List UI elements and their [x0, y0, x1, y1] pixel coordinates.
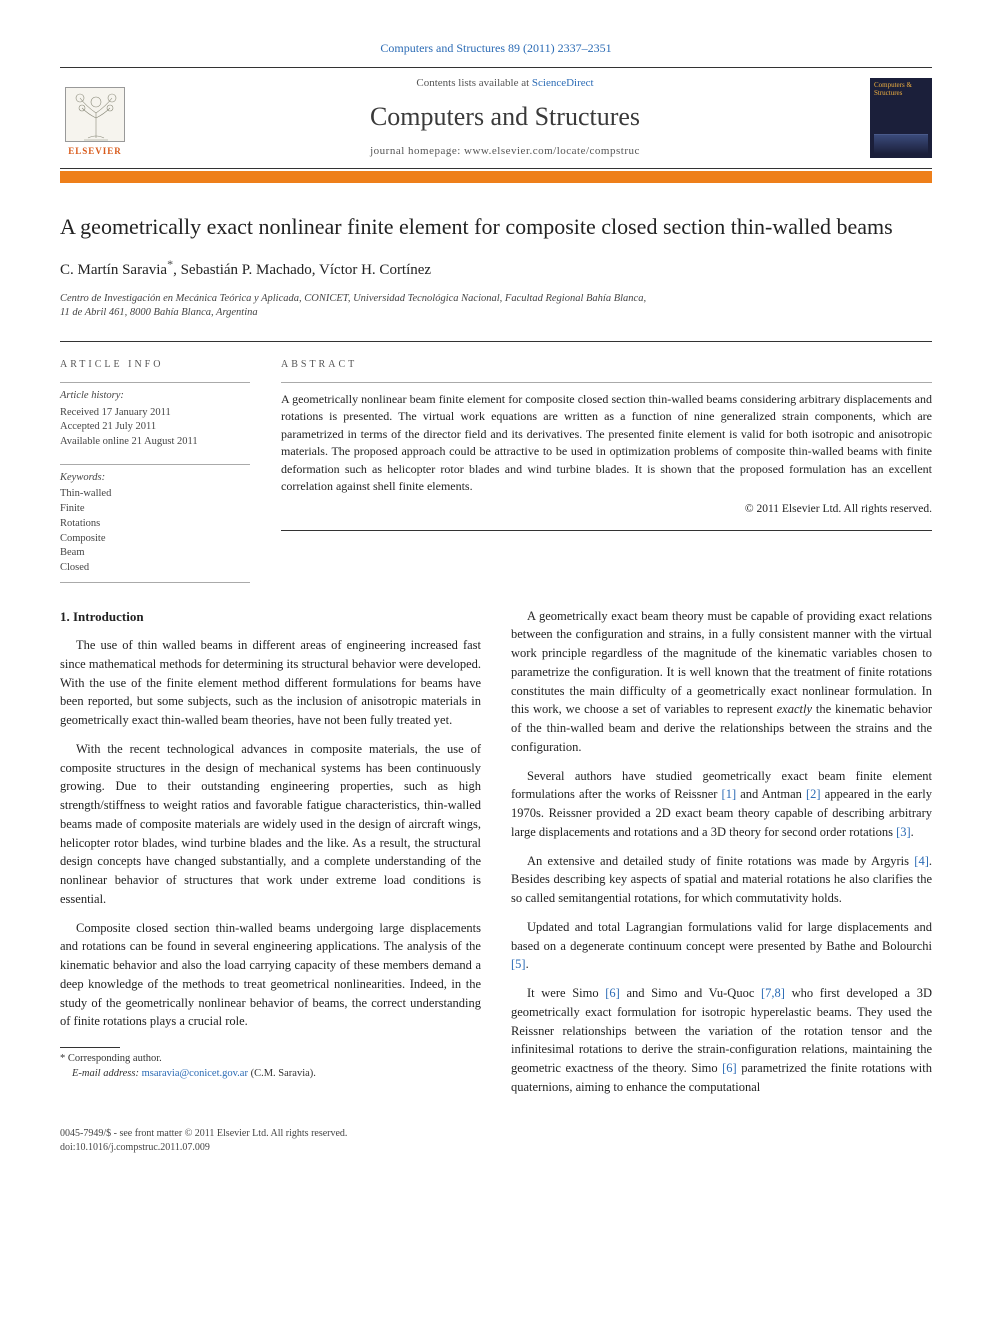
- keyword-item: Finite: [60, 502, 250, 517]
- text-span: and Simo and Vu-Quoc: [620, 986, 761, 1000]
- homepage-url: www.elsevier.com/locate/compstruc: [464, 145, 640, 157]
- corresponding-label: * Corresponding author.: [60, 1052, 481, 1067]
- affiliation: Centro de Investigación en Mecánica Teór…: [60, 292, 932, 320]
- keyword-item: Composite: [60, 532, 250, 547]
- author-sep: ,: [312, 262, 319, 278]
- keywords-title: Keywords:: [60, 471, 250, 486]
- history-online: Available online 21 August 2011: [60, 435, 250, 450]
- author-2: Sebastián P. Machado: [181, 262, 312, 278]
- text-span: .: [911, 825, 914, 839]
- corresponding-email-link[interactable]: msaravia@conicet.gov.ar: [142, 1068, 248, 1079]
- history-accepted: Accepted 21 July 2011: [60, 420, 250, 435]
- authors-line: C. Martín Saravia*, Sebastián P. Machado…: [60, 256, 932, 282]
- text-span: Updated and total Lagrangian formulation…: [511, 920, 932, 953]
- contents-prefix: Contents lists available at: [416, 77, 531, 89]
- author-3: Víctor H. Cortínez: [319, 262, 431, 278]
- keyword-item: Thin-walled: [60, 487, 250, 502]
- journal-homepage-line: journal homepage: www.elsevier.com/locat…: [140, 144, 870, 160]
- body-two-column: 1. Introduction The use of thin walled b…: [60, 607, 932, 1107]
- text-span: .: [526, 957, 529, 971]
- email-tail: (C.M. Saravia).: [248, 1068, 316, 1079]
- citation-link[interactable]: [7,8]: [761, 986, 785, 1000]
- keyword-item: Closed: [60, 561, 250, 576]
- keyword-item: Rotations: [60, 517, 250, 532]
- body-paragraph: Composite closed section thin-walled bea…: [60, 919, 481, 1032]
- history-received: Received 17 January 2011: [60, 406, 250, 421]
- text-span: and Antman: [736, 787, 806, 801]
- keywords-block: Keywords: Thin-walled Finite Rotations C…: [60, 464, 250, 583]
- body-paragraph: With the recent technological advances i…: [60, 740, 481, 909]
- article-history: Article history: Received 17 January 201…: [60, 382, 250, 450]
- abstract-block: abstract A geometrically nonlinear beam …: [280, 358, 932, 583]
- journal-title: Computers and Structures: [140, 98, 870, 136]
- email-label: E-mail address:: [72, 1068, 142, 1079]
- citation-link[interactable]: [2]: [806, 787, 821, 801]
- article-meta-row: article info Article history: Received 1…: [60, 341, 932, 583]
- body-paragraph: Updated and total Lagrangian formulation…: [511, 918, 932, 974]
- affiliation-line-1: Centro de Investigación en Mecánica Teór…: [60, 292, 932, 306]
- elsevier-logo: ELSEVIER: [60, 78, 130, 158]
- citation-link[interactable]: [1]: [722, 787, 737, 801]
- history-title: Article history:: [60, 389, 250, 404]
- abstract-text: A geometrically nonlinear beam finite el…: [281, 391, 932, 495]
- citation-link[interactable]: [4]: [914, 854, 929, 868]
- author-sep: ,: [173, 262, 181, 278]
- body-paragraph: It were Simo [6] and Simo and Vu-Quoc [7…: [511, 984, 932, 1097]
- emphasis: exactly: [777, 702, 812, 716]
- footer-doi-line: doi:10.1016/j.compstruc.2011.07.009: [60, 1141, 932, 1156]
- text-span: An extensive and detailed study of finit…: [527, 854, 914, 868]
- elsevier-tree-icon: [65, 87, 125, 142]
- journal-cover-thumbnail: Computers & Structures: [870, 78, 932, 158]
- abstract-bottom-rule: [281, 530, 932, 531]
- abstract-label: abstract: [281, 358, 932, 373]
- body-paragraph: Several authors have studied geometrical…: [511, 767, 932, 842]
- sciencedirect-link[interactable]: ScienceDirect: [532, 77, 594, 89]
- header-center: Contents lists available at ScienceDirec…: [140, 76, 870, 160]
- section-heading-introduction: 1. Introduction: [60, 607, 481, 627]
- text-span: A geometrically exact beam theory must b…: [511, 609, 932, 717]
- article-info-sidebar: article info Article history: Received 1…: [60, 358, 250, 583]
- keyword-item: Beam: [60, 546, 250, 561]
- left-column: 1. Introduction The use of thin walled b…: [60, 607, 481, 1107]
- right-column: A geometrically exact beam theory must b…: [511, 607, 932, 1107]
- citation-link[interactable]: [3]: [896, 825, 911, 839]
- journal-reference: Computers and Structures 89 (2011) 2337–…: [60, 40, 932, 57]
- author-1: C. Martín Saravia: [60, 262, 167, 278]
- citation-link[interactable]: [6]: [605, 986, 620, 1000]
- homepage-prefix: journal homepage:: [370, 145, 464, 157]
- abstract-copyright: © 2011 Elsevier Ltd. All rights reserved…: [281, 501, 932, 518]
- footnote-separator: [60, 1047, 120, 1048]
- article-title: A geometrically exact nonlinear finite e…: [60, 213, 932, 241]
- article-info-label: article info: [60, 358, 250, 373]
- citation-link[interactable]: [6]: [722, 1061, 737, 1075]
- elsevier-wordmark: ELSEVIER: [68, 145, 122, 158]
- contents-available-line: Contents lists available at ScienceDirec…: [140, 76, 870, 92]
- body-paragraph: An extensive and detailed study of finit…: [511, 852, 932, 908]
- journal-cover-title: Computers & Structures: [874, 82, 928, 97]
- affiliation-line-2: 11 de Abril 461, 8000 Bahía Blanca, Arge…: [60, 306, 932, 320]
- corresponding-author-footnote: * Corresponding author. E-mail address: …: [60, 1052, 481, 1081]
- orange-divider-bar: [60, 171, 932, 183]
- text-span: It were Simo: [527, 986, 605, 1000]
- body-paragraph: A geometrically exact beam theory must b…: [511, 607, 932, 757]
- journal-header-band: ELSEVIER Contents lists available at Sci…: [60, 67, 932, 169]
- body-paragraph: The use of thin walled beams in differen…: [60, 636, 481, 730]
- page-footer: 0045-7949/$ - see front matter © 2011 El…: [60, 1127, 932, 1156]
- citation-link[interactable]: [5]: [511, 957, 526, 971]
- footer-issn-line: 0045-7949/$ - see front matter © 2011 El…: [60, 1127, 932, 1142]
